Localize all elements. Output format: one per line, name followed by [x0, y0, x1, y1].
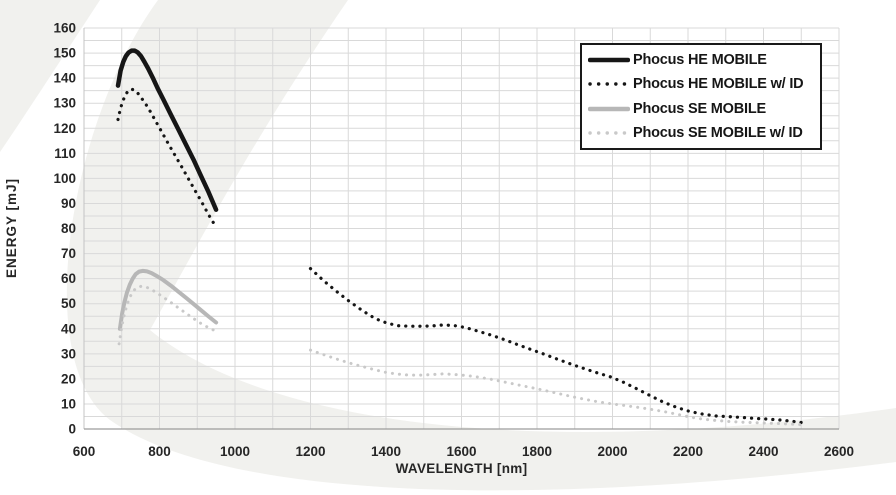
y-tick-label: 160: [53, 21, 76, 36]
x-tick-label: 1200: [295, 444, 325, 459]
x-tick-label: 600: [73, 444, 96, 459]
series-phocus-he-mobile-w-id: [116, 87, 803, 425]
x-tick-label: 1000: [220, 444, 250, 459]
y-tick-label: 80: [61, 221, 76, 236]
x-tick-label: 2600: [824, 444, 854, 459]
y-tick-label: 90: [61, 196, 76, 211]
legend: Phocus HE MOBILE Phocus HE MOBILE w/ ID Ph…: [580, 43, 822, 150]
x-tick-label: 2000: [597, 444, 627, 459]
series-phocus-se-mobile-w-id: [117, 284, 803, 427]
legend-line-sample: [588, 57, 630, 62]
x-tick-label: 1400: [371, 444, 401, 459]
legend-item: Phocus HE MOBILE w/ ID: [588, 72, 814, 96]
y-tick-label: 0: [68, 422, 76, 437]
watermark-corner: [0, 0, 100, 152]
y-tick-label: 150: [53, 46, 76, 61]
y-tick-label: 130: [53, 96, 76, 111]
y-tick-label: 100: [53, 171, 76, 186]
y-tick-label: 10: [61, 396, 76, 411]
legend-item: Phocus SE MOBILE: [588, 97, 814, 121]
series-path: [115, 48, 219, 212]
legend-line-sample: [588, 82, 630, 86]
y-tick-labels: 0 10 20 30 40 50 60 70 80 90 100 110 120 130 140 150 160: [53, 21, 76, 437]
watermark-crescent: [0, 225, 58, 495]
y-tick-label: 50: [61, 296, 76, 311]
y-tick-label: 110: [54, 146, 76, 161]
x-tick-label: 1600: [446, 444, 476, 459]
y-tick-label: 40: [61, 321, 76, 336]
x-tick-label: 2200: [673, 444, 703, 459]
series-path: [116, 87, 218, 229]
x-tick-labels: 600 800 1000 1200 1400 1600 1800 2000 2200 2400 26…: [73, 444, 854, 459]
legend-label: Phocus SE MOBILE w/ ID: [633, 125, 803, 142]
legend-item: Phocus SE MOBILE w/ ID: [588, 121, 814, 145]
legend-line-sample: [588, 106, 630, 112]
legend-item: Phocus HE MOBILE: [588, 48, 814, 72]
series-path: [117, 268, 219, 331]
series-path: [117, 284, 218, 346]
x-axis-title: WAVELENGTH [nm]: [395, 461, 528, 476]
y-tick-label: 30: [61, 346, 76, 361]
legend-label: Phocus HE MOBILE: [633, 51, 767, 68]
y-tick-label: 20: [61, 371, 76, 386]
series-path: [308, 267, 803, 425]
legend-line-sample: [588, 131, 630, 136]
y-axis-title: ENERGY [mJ]: [4, 177, 19, 279]
series-phocus-se-mobile: [117, 268, 219, 331]
watermark-swoosh: [66, 0, 896, 491]
x-tick-label: 800: [148, 444, 171, 459]
series-phocus-he-mobile: [115, 48, 219, 212]
y-tick-label: 140: [53, 71, 76, 86]
y-tick-label: 70: [61, 246, 76, 261]
series-path: [309, 348, 803, 427]
legend-label: Phocus SE MOBILE: [633, 100, 766, 117]
y-tick-label: 120: [53, 121, 76, 136]
x-tick-label: 1800: [522, 444, 552, 459]
x-tick-label: 2400: [748, 444, 778, 459]
y-tick-label: 60: [61, 271, 76, 286]
legend-label: Phocus HE MOBILE w/ ID: [633, 76, 804, 93]
